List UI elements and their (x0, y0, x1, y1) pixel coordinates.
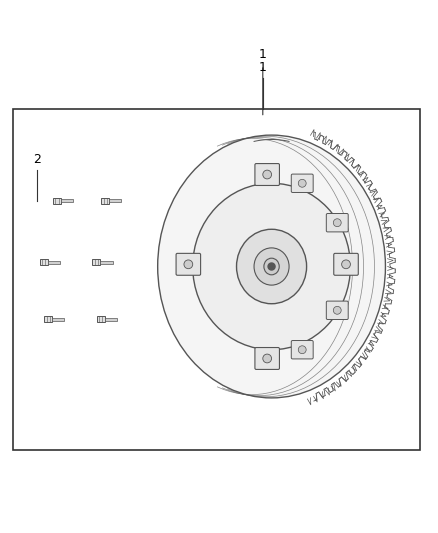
Ellipse shape (237, 229, 307, 304)
Ellipse shape (158, 135, 385, 398)
FancyBboxPatch shape (176, 253, 201, 275)
Bar (53, 198, 61, 204)
Bar (48, 261, 60, 264)
Circle shape (184, 260, 193, 269)
Circle shape (298, 179, 306, 187)
FancyBboxPatch shape (326, 301, 348, 319)
Bar (97, 316, 105, 322)
Circle shape (263, 170, 272, 179)
Ellipse shape (264, 258, 279, 275)
Text: 1: 1 (259, 47, 267, 61)
Bar (105, 318, 117, 320)
Bar (52, 318, 64, 320)
Circle shape (268, 263, 275, 270)
Bar (40, 259, 48, 265)
Text: 1: 1 (259, 61, 267, 74)
FancyBboxPatch shape (334, 253, 358, 275)
Bar (92, 259, 100, 265)
FancyBboxPatch shape (291, 341, 313, 359)
FancyBboxPatch shape (291, 174, 313, 192)
Bar (61, 199, 73, 203)
Bar (109, 199, 121, 203)
Circle shape (333, 306, 341, 314)
FancyBboxPatch shape (326, 214, 348, 232)
FancyBboxPatch shape (255, 348, 279, 369)
Circle shape (298, 346, 306, 354)
Bar (13, 109, 420, 450)
Circle shape (333, 219, 341, 227)
Ellipse shape (193, 183, 350, 350)
Circle shape (263, 354, 272, 363)
Circle shape (342, 260, 350, 269)
FancyBboxPatch shape (255, 164, 279, 185)
Bar (100, 261, 113, 264)
Ellipse shape (254, 248, 289, 285)
Bar (101, 198, 109, 204)
Bar (44, 316, 52, 322)
Text: 2: 2 (33, 153, 41, 166)
